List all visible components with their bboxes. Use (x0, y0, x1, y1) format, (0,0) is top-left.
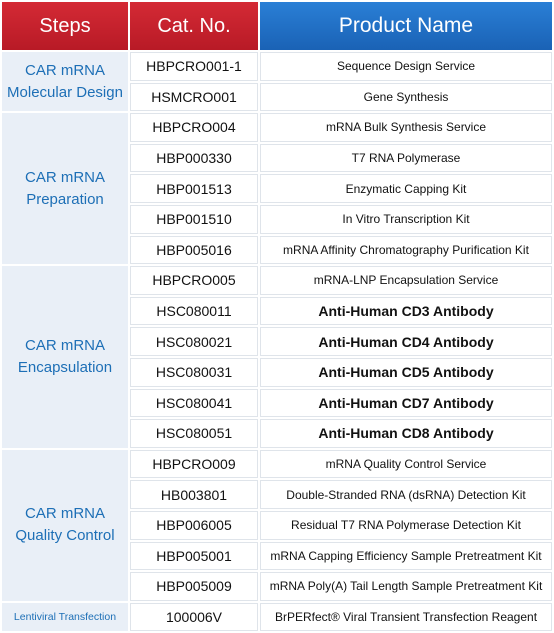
cat-no: HBPCRO004 (130, 113, 258, 142)
cat-no: HBP006005 (130, 510, 258, 540)
table-row: CAR mRNA Molecular Design HBPCRO001-1 Seque… (2, 52, 552, 112)
product-name: Double-Stranded RNA (dsRNA) Detection Ki… (260, 480, 552, 509)
cat-no: HSMCRO001 (130, 82, 258, 112)
product-name: mRNA Capping Efficiency Sample Pretreatm… (260, 541, 552, 571)
cat-no: HSC080031 (130, 357, 258, 387)
cat-no: HBPCRO005 (130, 266, 258, 295)
step-label: Lentiviral Transfection (13, 610, 117, 623)
product-name: Anti-Human CD7 Antibody (260, 388, 552, 418)
product-name: BrPERfect® Viral Transient Transfection … (260, 602, 552, 632)
table-row: HBP005009 mRNA Poly(A) Tail Length Sample… (2, 572, 552, 601)
cat-no: HBPCRO009 (130, 449, 258, 479)
cat-no: HBP005001 (130, 541, 258, 571)
product-name: Gene Synthesis (260, 82, 552, 112)
product-name: Enzymatic Capping Kit (260, 174, 552, 203)
step-cell: CAR mRNA Encapsulation (2, 266, 128, 448)
header-cell: Steps (2, 2, 128, 50)
table-body: CAR mRNA Molecular Design HBPCRO001-1 Seque… (2, 52, 552, 632)
step-cell: CAR mRNA Quality Control (2, 449, 128, 601)
product-name: Anti-Human CD3 Antibody (260, 296, 552, 326)
product-name: mRNA-LNP Encapsulation Service (260, 266, 552, 295)
cat-no: HSC080051 (130, 419, 258, 448)
product-name: mRNA Bulk Synthesis Service (260, 113, 552, 142)
table-row: HSMCRO001 Gene Synthesis (2, 82, 552, 112)
table-row: HBP001513 Enzymatic Capping Kit (2, 174, 552, 203)
product-name: mRNA Quality Control Service (260, 449, 552, 479)
table-row: HSC080021 Anti-Human CD4 Antibody (2, 327, 552, 356)
step-label: Quality Control (15, 527, 115, 545)
step-cell: Lentiviral Transfection (2, 602, 128, 632)
step-label: CAR mRNA (24, 168, 105, 186)
cat-no: HBP001510 (130, 204, 258, 234)
table-row: HSC080051 Anti-Human CD8 Antibody (2, 419, 552, 448)
header-row: Steps Cat. No. Product Name (2, 2, 552, 50)
table-row: HBP001510 In Vitro Transcription Kit (2, 204, 552, 234)
cat-no: HSC080011 (130, 296, 258, 326)
step-label: Molecular Design (7, 83, 123, 101)
table-row: CAR mRNA Encapsulation HBPCRO005 mRNA-LNP E… (2, 266, 552, 448)
cat-no: HBP005016 (130, 235, 258, 265)
cat-no: HBP005009 (130, 572, 258, 601)
table-row: HBP005001 mRNA Capping Efficiency Sample … (2, 541, 552, 571)
product-name: Sequence Design Service (260, 52, 552, 81)
step-label: Preparation (26, 190, 104, 208)
cat-no: HSC080041 (130, 388, 258, 418)
table-row: HSC080041 Anti-Human CD7 Antibody (2, 388, 552, 418)
product-name: T7 RNA Polymerase (260, 143, 552, 173)
table-row: HB003801 Double-Stranded RNA (dsRNA) Dete… (2, 480, 552, 509)
step-cell: CAR mRNA Molecular Design (2, 52, 128, 112)
header-cell: Cat. No. (130, 2, 258, 50)
cat-no: HBPCRO001-1 (130, 52, 258, 81)
product-name: In Vitro Transcription Kit (260, 204, 552, 234)
step-label: CAR mRNA (24, 61, 105, 79)
step-cell: CAR mRNA Preparation (2, 113, 128, 265)
product-name: Anti-Human CD8 Antibody (260, 419, 552, 448)
table-row: HBP005016 mRNA Affinity Chromatography Pu… (2, 235, 552, 265)
cat-no: HBP000330 (130, 143, 258, 173)
product-name: mRNA Poly(A) Tail Length Sample Pretreat… (260, 572, 552, 601)
table-row: HSC080031 Anti-Human CD5 Antibody (2, 357, 552, 387)
table-row: Lentiviral Transfection 100006V BrPERfect®… (2, 602, 552, 632)
table-row: HSC080011 Anti-Human CD3 Antibody (2, 296, 552, 326)
step-label: CAR mRNA (24, 505, 105, 523)
table-row: CAR mRNA Quality Control HBPCRO009 mRNA Qua… (2, 449, 552, 601)
cat-no: HSC080021 (130, 327, 258, 356)
product-name: Anti-Human CD5 Antibody (260, 357, 552, 387)
cat-no: HBP001513 (130, 174, 258, 203)
header-cell: Product Name (260, 2, 552, 50)
product-name: mRNA Affinity Chromatography Purificatio… (260, 235, 552, 265)
table-row: CAR mRNA Preparation HBPCRO004 mRNA Bulk Sy… (2, 113, 552, 265)
cat-no: HB003801 (130, 480, 258, 509)
table-row: HBP000330 T7 RNA Polymerase (2, 143, 552, 173)
product-name: Residual T7 RNA Polymerase Detection Kit (260, 510, 552, 540)
table-row: HBP006005 Residual T7 RNA Polymerase Dete… (2, 510, 552, 540)
cat-no: 100006V (130, 602, 258, 632)
step-label: CAR mRNA (24, 336, 105, 354)
product-name: Anti-Human CD4 Antibody (260, 327, 552, 356)
step-label: Encapsulation (17, 358, 113, 376)
